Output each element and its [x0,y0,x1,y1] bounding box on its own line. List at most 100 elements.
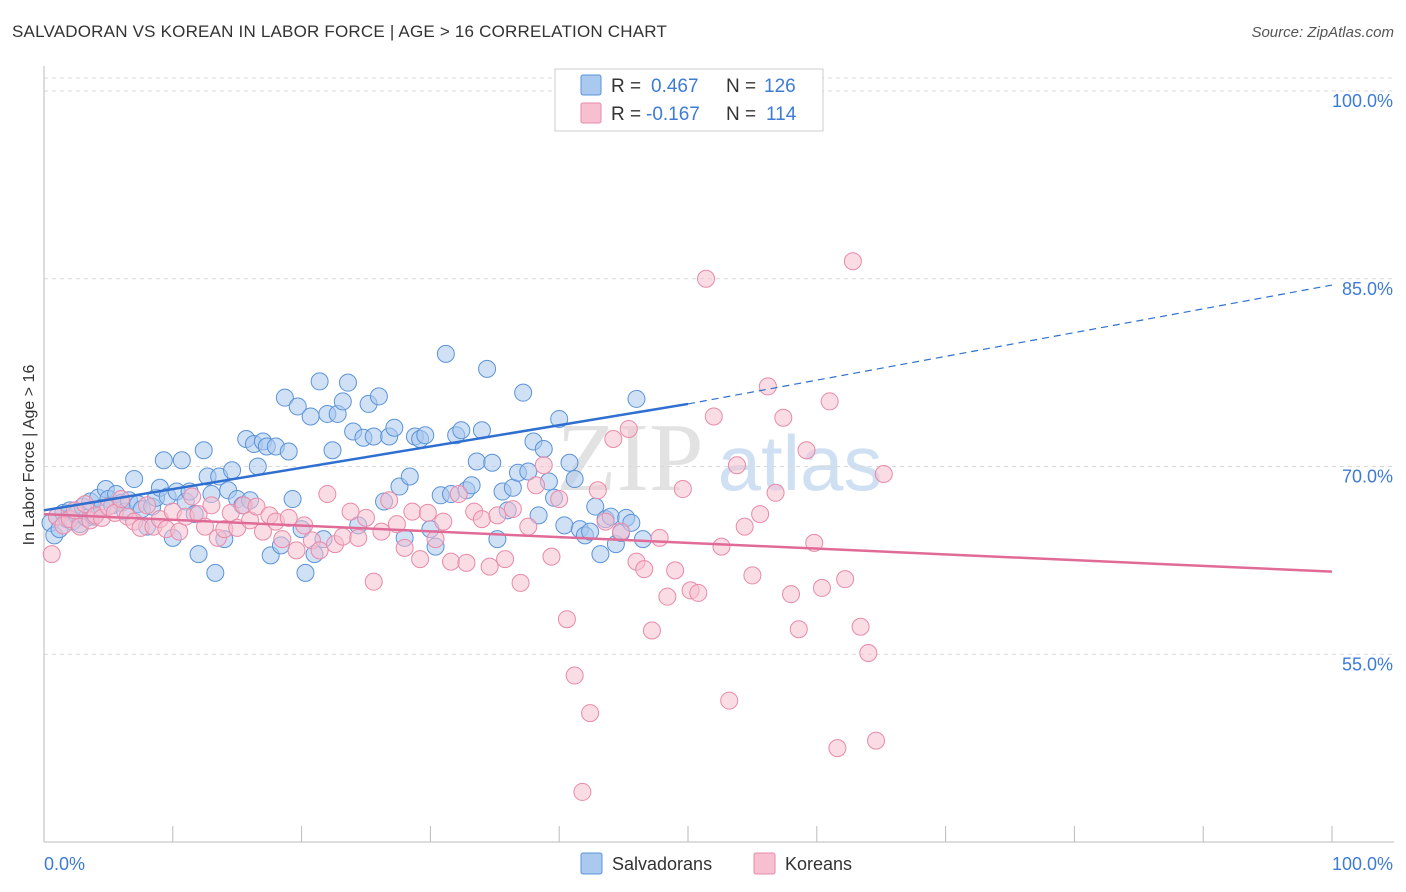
salvadoran-point [503,478,522,497]
korean-point [457,553,476,572]
stats-swatch-koreans [580,102,602,124]
korean-point [782,585,801,604]
korean-point [843,252,862,271]
salvadoran-point [338,373,357,392]
korean-point [812,578,831,597]
korean-point [689,583,708,602]
korean-point [581,704,600,723]
korean-point [349,528,368,547]
korean-point [666,561,685,580]
korean-point [557,610,576,629]
salvadoran-point [364,427,383,446]
korean-point [635,560,654,579]
korean-point [403,502,422,521]
salvadoran-point [452,421,471,440]
salvadoran-point [416,426,435,445]
y-axis-label: In Labor Force | Age > 16 [21,365,38,546]
y-tick-labels: 55.0% 70.0% 85.0% 100.0% [1332,91,1393,674]
korean-point [183,487,202,506]
salvadoran-point [478,359,497,378]
y-tick-label: 100.0% [1332,91,1393,111]
korean-point [650,528,669,547]
salvadoran-point [565,470,584,489]
korean-point [480,557,499,576]
korean-point [310,541,329,560]
salvadoran-point [633,530,652,549]
salvadoran-point [627,389,646,408]
stats-n-value-koreans: 114 [766,104,797,125]
korean-point [619,419,638,438]
series-legend: Salvadorans Koreans [580,852,852,875]
stats-r-value-salvadorans: 0.467 [651,76,699,97]
korean-point [364,572,383,591]
korean-point [279,508,298,527]
korean-point [202,496,221,515]
gridlines [44,77,1394,655]
legend-label-salvadorans: Salvadorans [612,854,712,874]
korean-point [333,527,352,546]
korean-point [712,537,731,556]
korean-point [170,522,189,541]
stats-n-value-salvadorans: 126 [764,76,796,97]
salvadoran-point [529,506,548,525]
salvadoran-point [283,490,302,509]
source-label: Source: ZipAtlas.com [1251,24,1394,41]
korean-point [496,550,515,569]
korean-point [287,541,306,560]
korean-point [449,485,468,504]
data-points [41,252,893,801]
trend-lines [43,284,1333,573]
korean-point [411,550,430,569]
stats-r-value-koreans: -0.167 [646,104,700,125]
korean-point [273,530,292,549]
korean-point [797,441,816,460]
salvadoran-point [296,563,315,582]
y-tick-label: 55.0% [1342,654,1393,674]
salvadoran-point [323,441,342,460]
salvadoran-point [467,452,486,471]
korean-point [766,483,785,502]
salvadoran-point [275,388,294,407]
korean-point [658,587,677,606]
salvadoran-point [279,442,298,461]
korean-point [673,480,692,499]
salvadoran-point [172,451,191,470]
legend-swatch-koreans [753,852,776,875]
salvadoran-trend-extension [687,284,1333,405]
korean-point [534,456,553,475]
korean-point [743,566,762,585]
korean-point [697,269,716,288]
legend-swatch-salvadorans [580,852,603,875]
x-tick-label-min: 0.0% [44,854,85,874]
korean-point [318,485,337,504]
korean-point [789,620,808,639]
salvadoran-point [550,409,569,428]
korean-point [418,503,437,522]
stats-legend: R = 0.467 N = 126 R = -0.167 N = 114 [554,68,824,132]
korean-point [588,481,607,500]
korean-point [341,502,360,521]
salvadoran-point [223,461,242,480]
stats-r-label-salvadorans: R = [611,76,641,97]
korean-point [372,522,391,541]
korean-point [751,505,770,524]
korean-point [426,530,445,549]
korean-point [357,508,375,527]
korean-point [828,739,847,758]
salvadoran-point [288,397,307,416]
axes [43,66,1394,843]
salvadoran-point [333,392,352,411]
salvadoran-point [154,451,173,470]
salvadoran-point [519,462,538,481]
salvadoran-point [555,516,574,535]
korean-point [727,456,746,475]
salvadoran-point [385,418,404,437]
korean-point [867,731,886,750]
salvadoran-trend-line [43,402,689,512]
chart-title: SALVADORAN VS KOREAN IN LABOR FORCE | AG… [12,22,668,41]
korean-point [527,476,546,495]
salvadoran-point [436,344,455,363]
stats-n-label-salvadorans: N = [726,76,756,97]
korean-point [851,617,870,636]
korean-point [820,392,839,411]
